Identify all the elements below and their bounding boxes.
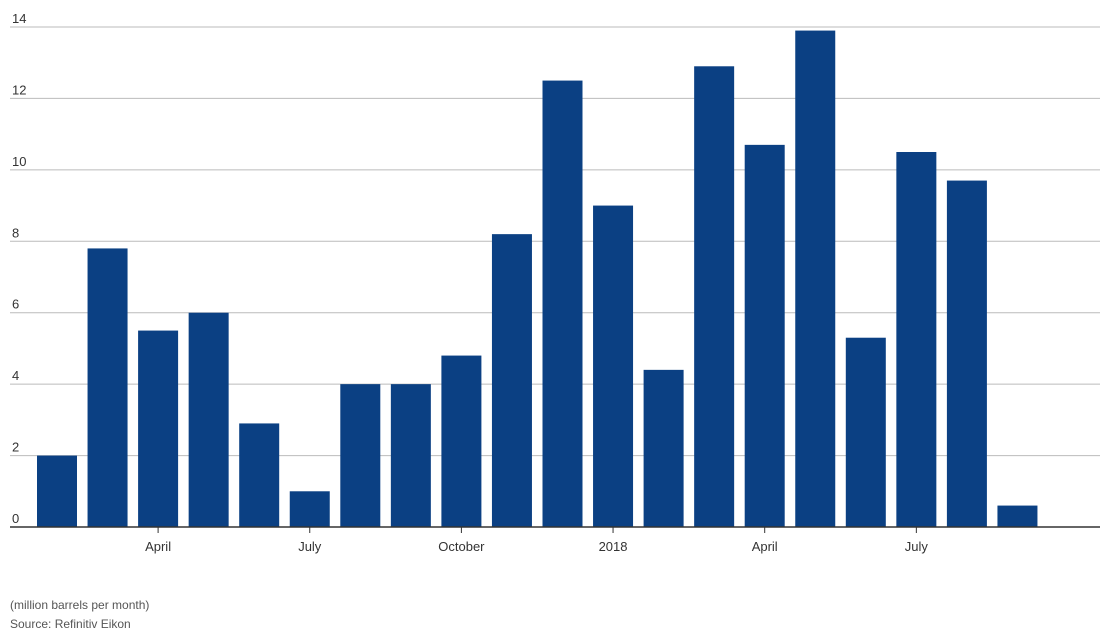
bar-2017-12 — [542, 80, 583, 528]
bar-2018-02 — [643, 369, 684, 527]
bar-2017-10 — [441, 355, 482, 527]
bar-2017-09 — [390, 384, 431, 527]
x-tick-label: 2018 — [599, 539, 628, 554]
x-axis: April July October 2018 April July — [10, 526, 1100, 554]
bar-2017-02 — [37, 455, 77, 527]
source-note: Source: Refinitiv Eikon — [10, 617, 131, 631]
x-tick-label: October — [438, 539, 485, 554]
y-tick-label: 14 — [12, 11, 26, 26]
bar-2017-03 — [87, 248, 128, 527]
y-tick-label: 6 — [12, 297, 19, 312]
bar-2018-07 — [896, 152, 937, 527]
y-tick-label: 4 — [12, 368, 19, 383]
unit-note: (million barrels per month) — [10, 598, 150, 612]
bar-2017-08 — [340, 384, 381, 527]
x-tick-label: July — [905, 539, 929, 554]
y-tick-label: 10 — [12, 154, 26, 169]
y-tick-label: 12 — [12, 82, 26, 97]
y-tick-label: 2 — [12, 440, 19, 455]
bar-2017-11 — [491, 234, 532, 527]
bar-2017-04 — [138, 330, 179, 527]
bar-2018-06 — [845, 337, 886, 527]
x-tick-label: April — [752, 539, 778, 554]
y-tick-label: 0 — [12, 511, 19, 526]
bars — [37, 30, 1038, 528]
bar-2018-08 — [946, 180, 987, 528]
bar-2018-04 — [744, 144, 785, 527]
bar-2018-01 — [593, 205, 634, 528]
x-tick-label: April — [145, 539, 171, 554]
bar-2018-03 — [694, 66, 735, 528]
bar-2017-06 — [239, 423, 280, 527]
y-tick-label: 8 — [12, 225, 19, 240]
bar-2017-05 — [188, 312, 229, 527]
bar-2018-09 — [997, 505, 1038, 527]
bar-2018-05 — [795, 30, 836, 527]
bar-2017-07 — [289, 491, 330, 527]
bar-chart: 0 2 4 6 8 10 12 14 April July October 2018 April Jul… — [10, 11, 1100, 554]
x-tick-label: July — [298, 539, 322, 554]
